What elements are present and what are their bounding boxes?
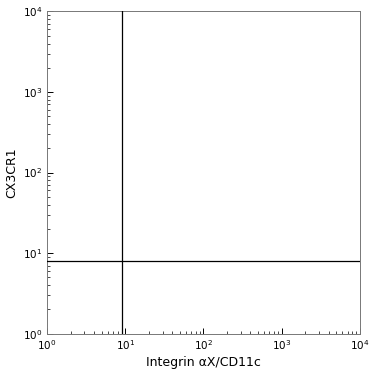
X-axis label: Integrin αX/CD11c: Integrin αX/CD11c bbox=[146, 357, 261, 369]
Y-axis label: CX3CR1: CX3CR1 bbox=[6, 147, 18, 198]
